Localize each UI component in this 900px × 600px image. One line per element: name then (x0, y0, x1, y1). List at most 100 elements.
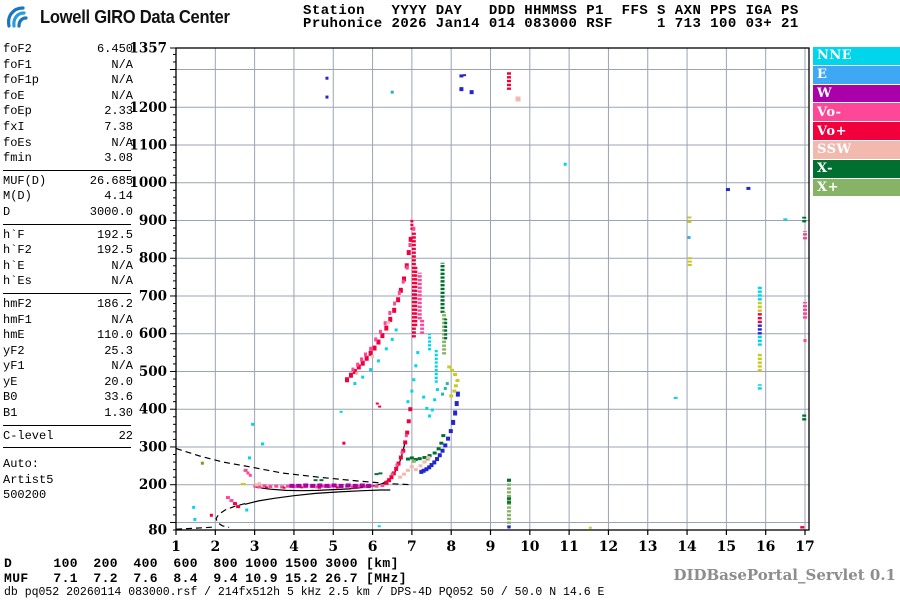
echo-point (338, 483, 344, 488)
echo-point (353, 382, 357, 386)
x-tick-label: 9 (486, 539, 496, 555)
x-tick-label: 17 (795, 539, 814, 555)
echo-point (356, 362, 360, 367)
legend-item-SSW: SSW (813, 140, 900, 159)
row-value: 1500 (285, 556, 318, 571)
echo-point (369, 346, 373, 351)
param-label: h`F (3, 227, 25, 242)
param-value: N/A (111, 135, 133, 150)
param-divider (3, 424, 131, 426)
param-label: hmF1 (3, 312, 32, 327)
echo-point (459, 87, 464, 92)
echo-point (395, 463, 399, 467)
echo-point (366, 483, 372, 488)
echo-point (424, 467, 429, 472)
echo-point (364, 355, 369, 361)
param-value: N/A (111, 312, 133, 327)
logo-text: Lowell GIRO Data Center (40, 6, 230, 27)
echo-point (260, 442, 264, 446)
echo-point (448, 429, 453, 434)
echo-point (368, 350, 373, 356)
param-row-hF2: h`F2 192.5 (3, 243, 133, 259)
echo-point (449, 368, 454, 372)
row-value: 10.9 (245, 570, 278, 586)
echo-point (687, 216, 692, 219)
echo-point (262, 484, 267, 488)
echo-point (348, 372, 353, 378)
echo-point (257, 485, 262, 489)
echo-point (376, 359, 380, 363)
echo-point (413, 468, 418, 472)
echo-point (319, 479, 324, 482)
y-tick-label: 500 (139, 364, 167, 380)
echo-point (282, 486, 286, 489)
echo-point (303, 483, 309, 488)
legend-item-X: X- (813, 159, 900, 178)
echo-point (418, 464, 423, 468)
row-value: 7.2 (93, 570, 118, 586)
y-tick-label: 80 (148, 523, 167, 539)
echo-point (414, 364, 418, 368)
param-value: 192.5 (96, 243, 133, 258)
echo-point (406, 400, 410, 404)
servlet-version-label: DIDBasePortal_Servlet 0.1 (673, 566, 896, 584)
echo-point (394, 328, 398, 332)
param-label: foEs (3, 135, 32, 150)
x-tick-label: 2 (210, 539, 220, 555)
param-value: N/A (111, 57, 133, 72)
echo-point (463, 74, 467, 77)
echo-point (453, 384, 458, 388)
echo-point (400, 451, 404, 455)
echo-point (443, 443, 448, 448)
autoscaling-info: Auto: Artist5 500200 (3, 457, 133, 503)
y-tick-label: 400 (139, 402, 167, 418)
param-label: D (3, 204, 11, 219)
echo-point (209, 513, 213, 517)
legend-item-Vo: Vo- (813, 103, 900, 122)
echo-point (673, 396, 678, 399)
echo-point (361, 375, 365, 379)
echo-point (402, 472, 407, 476)
param-row-foEp: foEp 2.33 (3, 104, 133, 120)
echo-point (515, 96, 521, 102)
echo-point (746, 186, 751, 190)
echo-point (406, 419, 411, 424)
echo-point (257, 482, 261, 486)
echo-point (200, 461, 204, 465)
echo-point (345, 377, 350, 383)
param-value: 3000.0 (89, 204, 133, 219)
param-row-fxI: fxI 7.38 (3, 120, 133, 136)
echo-point (376, 339, 381, 345)
row-value: 9.4 (213, 570, 238, 586)
echo-point (417, 457, 422, 461)
param-divider (3, 447, 131, 449)
echo-point (419, 469, 424, 474)
param-label: foF1 (3, 57, 32, 72)
echo-point (588, 526, 592, 529)
echo-point (687, 235, 691, 239)
param-value: 1.30 (104, 406, 133, 421)
echo-point (289, 483, 295, 488)
echo-point (387, 478, 392, 483)
echo-point (433, 398, 437, 402)
echo-point (388, 310, 392, 315)
row-value: 3000 (325, 556, 358, 571)
param-row-hEs: h`Es N/A (3, 274, 133, 290)
row-value: 8.4 (173, 570, 198, 586)
echo-point (451, 419, 456, 425)
echo-point (386, 320, 390, 324)
param-row-hF: h`F 192.5 (3, 228, 133, 244)
echo-point (321, 484, 326, 488)
param-value: N/A (111, 73, 133, 88)
echo-point (435, 457, 440, 462)
echo-point (416, 351, 420, 355)
autoscaling-line: 500200 (3, 488, 47, 503)
echo-point (436, 447, 441, 451)
row-value: 600 (173, 556, 198, 571)
echo-point (317, 486, 321, 489)
param-label: C-level (3, 428, 54, 443)
model-curve (175, 526, 216, 530)
param-row-hmE: hmE 110.0 (3, 328, 133, 344)
echo-point (427, 465, 432, 470)
x-tick-label: 11 (559, 539, 578, 555)
